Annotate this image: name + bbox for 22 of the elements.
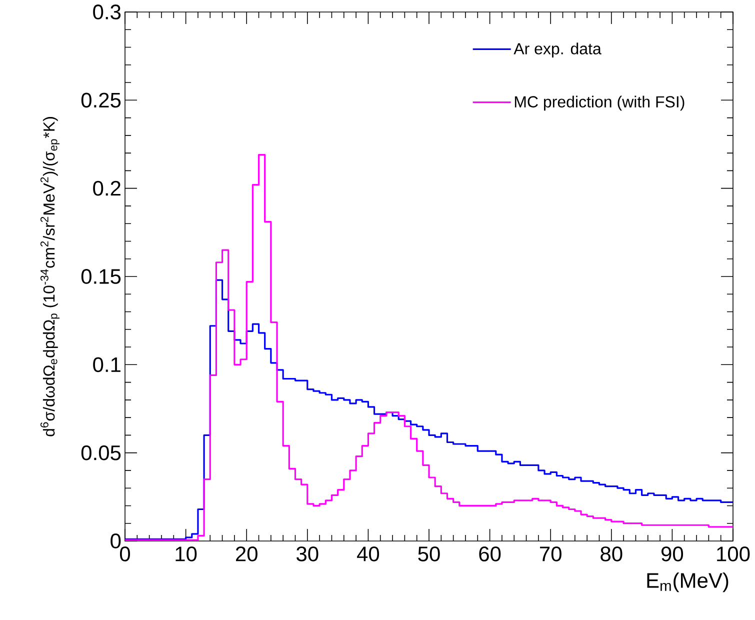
x-tick-label: 50 xyxy=(418,546,440,562)
x-tick-label: 60 xyxy=(479,546,501,562)
x-tick-label: 30 xyxy=(296,546,318,562)
y-tick-label: 0.3 xyxy=(93,4,121,20)
x-tick-label: 100 xyxy=(717,546,750,562)
x-tick-label: 20 xyxy=(236,546,258,562)
x-tick-label: 90 xyxy=(662,546,684,562)
text: d$^{6}$σ/dωdΩ$_{e}$dpdΩ$_{p}$ (10$^{-34}$cm$^{2}$/sr$^{2}$MeV$^{2}$)/(σ$_{ep}$*K) xyxy=(40,117,60,436)
y-tick-label: 0.25 xyxy=(81,92,121,108)
y-tick-label: 0 xyxy=(110,534,121,548)
y-tick-label: 0.15 xyxy=(81,269,121,284)
y-tick-label: 0.05 xyxy=(81,445,121,460)
legend-label: Ar exp. data xyxy=(514,42,602,58)
y-tick-label: 0.2 xyxy=(93,180,120,196)
x-axis-title: E$_{m}$(MeV) xyxy=(647,572,728,592)
x-tick-label: 0 xyxy=(120,546,130,562)
y-tick-label: 0.1 xyxy=(93,357,120,372)
x-tick-label: 40 xyxy=(357,546,380,562)
x-tick-label: 80 xyxy=(600,546,622,562)
x-tick-label: 10 xyxy=(176,546,197,562)
legend-label: MC prediction (with FSI) xyxy=(514,96,684,111)
x-tick-label: 70 xyxy=(540,546,562,562)
